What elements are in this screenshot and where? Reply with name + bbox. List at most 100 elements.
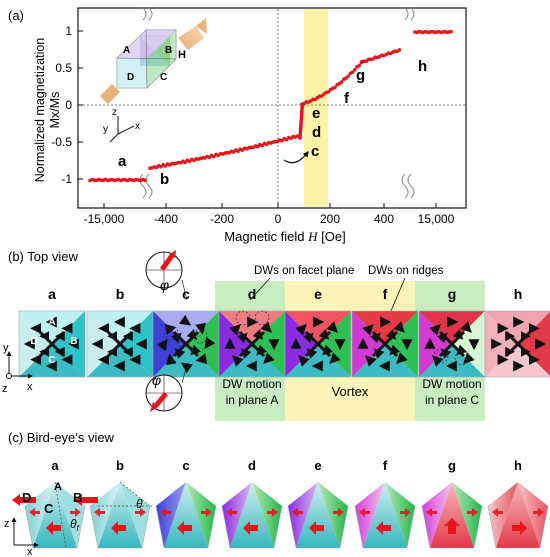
- bird-col-d: d: [248, 458, 256, 473]
- bird-pyramid-e: [287, 482, 349, 549]
- axis-break-marks: [139, 7, 415, 199]
- point-d: d: [312, 124, 321, 141]
- inset-face-A: A: [123, 45, 130, 56]
- xtick-200: 200: [320, 212, 340, 226]
- inset-axis-y: y: [103, 124, 108, 135]
- callout-facet: DWs on facet plane: [254, 265, 354, 277]
- bird-side-arrow: [400, 508, 411, 517]
- bird-face-C: C: [44, 501, 54, 516]
- moment-arrow: [318, 329, 330, 340]
- top-square-c: [152, 310, 220, 378]
- top-col-b: b: [116, 286, 125, 302]
- xtick-neg400: -400: [154, 212, 178, 226]
- moment-arrow: [322, 344, 333, 356]
- moment-arrow: [195, 322, 207, 335]
- plot-frame: [77, 7, 467, 209]
- phi-callout-top: φ: [145, 250, 188, 301]
- top-col-c: c: [182, 286, 190, 302]
- moment-arrow: [180, 362, 194, 374]
- callout-ridges: DWs on ridges: [368, 265, 444, 277]
- bird-side-arrow: [267, 508, 278, 517]
- moment-arrow: [452, 329, 464, 340]
- top-col-g: g: [448, 286, 457, 302]
- bird-col-e: e: [314, 458, 321, 473]
- bird-moment-arrow: [512, 521, 527, 535]
- top-face-B: B: [70, 336, 77, 347]
- xtick-neg15000: -15,000: [84, 212, 125, 226]
- curve-point: [449, 29, 453, 34]
- moment-arrow: [396, 352, 408, 364]
- moment-arrow: [326, 321, 338, 333]
- moment-arrow: [260, 321, 272, 333]
- point-b: b: [160, 171, 169, 188]
- curve-arrow: [283, 151, 309, 164]
- top-square-f: [351, 310, 419, 378]
- top-face-A: A: [48, 317, 55, 328]
- moment-arrow: [178, 314, 192, 326]
- magnetization-curve: [88, 29, 453, 183]
- panel-b-label: (b) Top view: [8, 249, 78, 264]
- top-axis-triad: [6, 351, 33, 379]
- moment-arrow: [229, 324, 241, 336]
- moment-arrow: [329, 352, 341, 364]
- inset-face-D: D: [127, 72, 134, 83]
- moment-arrow: [240, 348, 252, 359]
- curve-point: [353, 67, 357, 72]
- moment-arrow: [252, 329, 264, 340]
- bird-col-c: c: [182, 458, 189, 473]
- top-face-C: C: [48, 355, 55, 366]
- ytick-0: 0: [65, 98, 72, 112]
- bird-side-arrow: [533, 508, 544, 517]
- theta-label: θ: [136, 497, 143, 511]
- moment-arrow: [389, 344, 400, 356]
- domain-wall-marker: [163, 325, 179, 341]
- bird-axis-x: x: [27, 546, 33, 557]
- bird-col-g: g: [448, 458, 456, 473]
- moment-arrow: [165, 353, 177, 366]
- panel-a-label: (a): [8, 8, 24, 23]
- ytick-neg1: -1: [61, 172, 72, 186]
- moment-arrow: [373, 348, 385, 359]
- curve-point: [333, 85, 337, 90]
- moment-arrow: [437, 332, 448, 344]
- point-f: f: [344, 90, 350, 107]
- moment-arrow: [370, 332, 381, 344]
- panel-c-label: (c) Bird-eye’s view: [8, 430, 115, 445]
- bird-col-a: a: [51, 458, 59, 473]
- inset-face-B: B: [165, 45, 172, 56]
- bird-pyramid-a: [24, 482, 86, 549]
- top-col-a: a: [48, 286, 56, 302]
- bird-pyramid-b: [89, 482, 151, 549]
- curve-point: [339, 80, 344, 84]
- bird-face-B: B: [73, 490, 82, 505]
- curve-point: [397, 48, 402, 52]
- bird-side-arrow: [359, 508, 370, 517]
- bird-moment-arrow: [177, 521, 192, 535]
- bird-face-D: D: [22, 490, 31, 505]
- point-e: e: [312, 105, 320, 122]
- panel-b: (b) Top view DWs on facet plane DWs on r…: [2, 249, 550, 421]
- bird-axis-triad: [11, 517, 39, 548]
- bird-a-right-arrow: [74, 494, 98, 506]
- bird-col-b: b: [116, 458, 124, 473]
- curve-point: [326, 90, 331, 94]
- ytick-0.5: 0.5: [55, 61, 72, 75]
- top-square-e: [284, 310, 352, 378]
- point-h: h: [418, 58, 427, 75]
- bird-side-arrow: [292, 508, 303, 517]
- bird-axis-z: z: [4, 518, 10, 530]
- bird-side-arrow: [226, 508, 237, 517]
- bird-moment-arrow: [376, 521, 391, 535]
- inset-field-label: H: [178, 49, 186, 61]
- moment-arrow: [237, 332, 248, 344]
- inset-axis-x: x: [135, 121, 140, 132]
- inset-face-C: C: [160, 72, 167, 83]
- ytick-neg0.5: -0.5: [51, 135, 72, 149]
- moment-arrow: [365, 355, 377, 367]
- moment-arrow: [306, 348, 318, 359]
- panel-a: (a) Normalized magnetization Mx/Ms 1 0.5…: [8, 7, 467, 244]
- moment-arrow: [440, 348, 452, 359]
- top-square-b: [86, 310, 154, 378]
- moment-arrow: [190, 344, 201, 356]
- bird-side-arrow: [492, 508, 503, 517]
